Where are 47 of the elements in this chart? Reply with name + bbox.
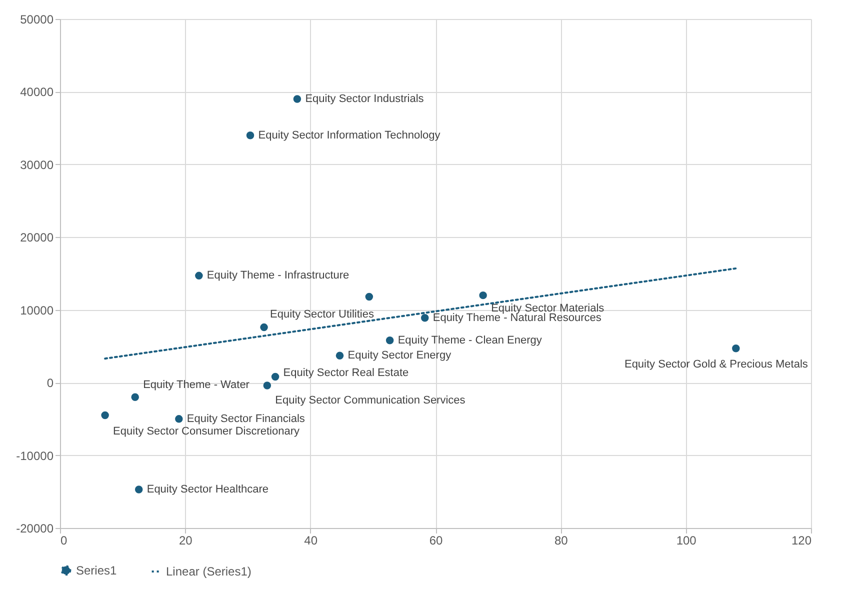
data-label: Equity Theme - Water <box>143 379 250 392</box>
y-tick-label: -10000 <box>16 448 54 463</box>
x-tick-label: 40 <box>304 534 318 548</box>
point <box>175 415 183 423</box>
data-label: Equity Sector Materials <box>491 302 605 314</box>
point <box>293 95 302 103</box>
point <box>336 352 344 360</box>
point <box>420 314 429 322</box>
data-label: Equity Sector Consumer Discretionary <box>113 425 300 438</box>
data-label: Equity Sector Industrials <box>305 92 424 105</box>
y-tick-label: -20000 <box>16 522 54 536</box>
x-tick-label: 60 <box>429 534 443 548</box>
point <box>195 272 203 280</box>
data-label: Equity Sector Healthcare <box>146 483 269 496</box>
x-tick-label: 80 <box>554 534 568 548</box>
data-label: Equity Sector Financials <box>186 412 306 425</box>
data-label: Equity Sector Utilities <box>270 308 374 320</box>
data-label: Equity Sector Real Estate <box>283 366 409 379</box>
point <box>365 292 374 301</box>
x-tick-label: 120 <box>791 534 812 548</box>
point <box>101 411 109 420</box>
y-tick-label: 50000 <box>20 12 54 26</box>
x-tick-label: 0 <box>60 534 68 548</box>
y-tick-label: 20000 <box>20 230 54 245</box>
point <box>263 382 272 390</box>
legend-label: Linear (Series1) <box>166 564 252 578</box>
point <box>246 131 254 140</box>
data-label: Equity Sector Communication Services <box>275 394 466 406</box>
point <box>479 291 487 300</box>
point <box>260 323 268 332</box>
point <box>271 372 280 381</box>
legend-label: Series1 <box>76 563 118 578</box>
y-tick-label: 40000 <box>20 85 54 100</box>
y-tick-label: 0 <box>46 376 54 390</box>
y-tick-label: 10000 <box>20 303 54 318</box>
point <box>134 486 143 494</box>
point <box>732 344 740 352</box>
point <box>386 336 394 344</box>
data-label: Equity Theme - Infrastructure <box>206 270 350 282</box>
data-label: Equity Theme - Clean Energy <box>398 334 542 346</box>
x-tick-label: 20 <box>178 534 193 548</box>
data-label: Equity Sector Gold & Precious Metals <box>624 358 808 370</box>
y-tick-label: 30000 <box>20 158 54 172</box>
x-tick-label: 100 <box>676 534 697 548</box>
data-label: Equity Sector Information Technology <box>258 129 441 142</box>
point <box>131 393 139 401</box>
data-label: Equity Sector Energy <box>348 350 452 362</box>
